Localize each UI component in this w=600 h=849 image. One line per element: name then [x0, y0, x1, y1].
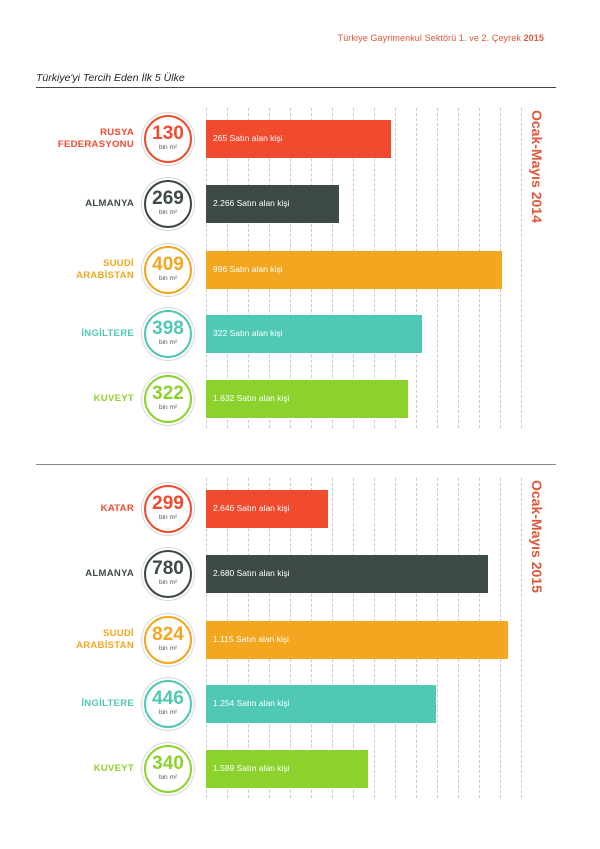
- buyers-label: 1.254 Satın alan kişi: [213, 698, 290, 708]
- area-unit: bin m²: [158, 645, 178, 652]
- country-label: KUVEYT: [93, 393, 134, 404]
- buyers-label: 996 Satın alan kişi: [213, 264, 283, 274]
- header-title: Türkiye Gayrimenkul Sektörü 1. ve 2. Çey…: [337, 33, 521, 43]
- country-label: ALMANYA: [85, 568, 134, 579]
- area-unit: bin m²: [158, 709, 178, 716]
- bar: 2.646 Satın alan kişi: [206, 490, 328, 528]
- chart-panel-2015: Ocak-Mayıs 2015 KATAR 299 bin m² 2.646 Satın…: [0, 478, 600, 808]
- bar: 322 Satın alan kişi: [206, 315, 422, 353]
- period-label: Ocak-Mayıs 2014: [529, 110, 545, 223]
- country-label: KATAR: [100, 503, 134, 514]
- area-unit: bin m²: [158, 275, 178, 282]
- buyers-label: 1.589 Satın alan kişi: [213, 763, 290, 773]
- value-circle: 409 bin m²: [144, 246, 192, 294]
- value-circle: 824 bin m²: [144, 616, 192, 664]
- chart-panel-2014: Ocak-Mayıs 2014 RUSYA FEDERASYONU 130 bin m²…: [0, 108, 600, 438]
- area-value: 299: [152, 493, 184, 514]
- buyers-label: 2.680 Satın alan kişi: [213, 568, 290, 578]
- value-circle: 398 bin m²: [144, 310, 192, 358]
- buyers-label: 1.632 Satın alan kişi: [213, 393, 290, 403]
- area-unit: bin m²: [158, 514, 178, 521]
- area-unit: bin m²: [158, 209, 178, 216]
- value-circle: 130 bin m²: [144, 115, 192, 163]
- bar: 1.632 Satın alan kişi: [206, 380, 408, 418]
- page-header: Türkiye Gayrimenkul Sektörü 1. ve 2. Çey…: [338, 33, 544, 43]
- top-divider: [36, 87, 556, 88]
- bar: 1.115 Satın alan kişi: [206, 621, 508, 659]
- country-label: ALMANYA: [85, 198, 134, 209]
- buyers-label: 2.266 Satın alan kişi: [213, 198, 290, 208]
- bar: 1.589 Satın alan kişi: [206, 750, 368, 788]
- value-circle: 269 bin m²: [144, 180, 192, 228]
- country-label: KUVEYT: [93, 763, 134, 774]
- area-value: 446: [152, 688, 184, 709]
- area-unit: bin m²: [158, 774, 178, 781]
- chart-subtitle: Türkiye'yi Tercih Eden İlk 5 Ülke: [36, 72, 185, 84]
- area-value: 398: [152, 318, 184, 339]
- country-label: SUUDİ ARABİSTAN: [76, 258, 134, 281]
- bar: 996 Satın alan kişi: [206, 251, 502, 289]
- country-label: RUSYA FEDERASYONU: [57, 127, 134, 150]
- grid-line: [521, 478, 522, 798]
- area-unit: bin m²: [158, 404, 178, 411]
- area-value: 130: [152, 123, 184, 144]
- period-label: Ocak-Mayıs 2015: [529, 480, 545, 593]
- country-label: SUUDİ ARABİSTAN: [76, 628, 134, 651]
- area-value: 409: [152, 254, 184, 275]
- country-label: İNGİLTERE: [81, 698, 134, 709]
- area-value: 322: [152, 383, 184, 404]
- grid-line: [521, 108, 522, 428]
- buyers-label: 2.646 Satın alan kişi: [213, 503, 290, 513]
- area-unit: bin m²: [158, 144, 178, 151]
- value-circle: 299 bin m²: [144, 485, 192, 533]
- area-unit: bin m²: [158, 579, 178, 586]
- bar: 1.254 Satın alan kişi: [206, 685, 436, 723]
- value-circle: 340 bin m²: [144, 745, 192, 793]
- header-year: 2015: [523, 33, 544, 43]
- buyers-label: 1.115 Satın alan kişi: [213, 634, 289, 644]
- area-unit: bin m²: [158, 339, 178, 346]
- country-label: İNGİLTERE: [81, 328, 134, 339]
- buyers-label: 265 Satın alan kişi: [213, 133, 283, 143]
- bar: 2.266 Satın alan kişi: [206, 185, 339, 223]
- area-value: 340: [152, 753, 184, 774]
- bar: 265 Satın alan kişi: [206, 120, 391, 158]
- section-divider: [36, 464, 556, 465]
- area-value: 824: [152, 624, 184, 645]
- area-value: 780: [152, 558, 184, 579]
- area-value: 269: [152, 188, 184, 209]
- value-circle: 322 bin m²: [144, 375, 192, 423]
- buyers-label: 322 Satın alan kişi: [213, 328, 283, 338]
- value-circle: 780 bin m²: [144, 550, 192, 598]
- value-circle: 446 bin m²: [144, 680, 192, 728]
- bar: 2.680 Satın alan kişi: [206, 555, 488, 593]
